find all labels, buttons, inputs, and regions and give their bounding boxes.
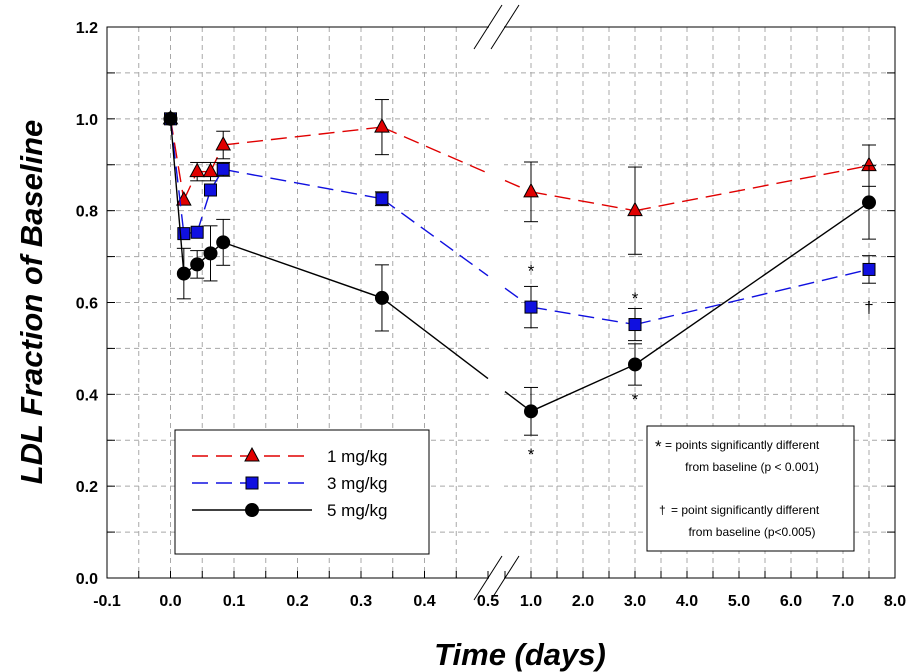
series-line	[530, 306, 636, 326]
data-point	[176, 266, 191, 281]
series-line	[530, 191, 636, 212]
legend-label: 1 mg/kg	[327, 447, 387, 466]
x-tick-label: 7.0	[832, 593, 854, 610]
series-line	[634, 164, 870, 212]
data-point	[216, 235, 231, 250]
data-point	[523, 182, 539, 198]
y-tick-label: 0.6	[76, 296, 98, 313]
series-line	[504, 179, 532, 193]
series-line	[530, 363, 636, 412]
x-tick-label: 0.1	[223, 593, 245, 610]
series-3	[163, 111, 876, 436]
series-line	[381, 126, 489, 174]
legend: 1 mg/kg 3 mg/kg 5 mg/kg	[174, 429, 430, 555]
legend-marker	[245, 476, 259, 490]
y-tick-label: 0.8	[76, 204, 98, 221]
series-line	[196, 189, 212, 233]
series-line	[169, 118, 185, 274]
data-point	[202, 162, 219, 178]
axes: 0.0 0.2 0.4 0.6 0.8 1.0 1.2 -0.1 0.0 0.1 0.2 0.3 0.4…	[76, 4, 906, 610]
legend-marker	[245, 503, 259, 517]
x-tick-label: 0.0	[159, 593, 181, 610]
annotations: * * * * †	[528, 261, 874, 464]
series-line	[634, 268, 870, 326]
data-point	[627, 201, 643, 217]
legend-label: 5 mg/kg	[327, 501, 387, 520]
series-line	[381, 297, 489, 380]
break-slash-top	[490, 4, 520, 50]
x-tick-label: 6.0	[780, 593, 802, 610]
data-point	[374, 290, 389, 305]
data-point	[862, 195, 876, 210]
break-gap-bottom	[489, 574, 504, 582]
x-tick-label: 5.0	[728, 593, 750, 610]
x-tick-label: 0.3	[350, 593, 372, 610]
legend-label: 3 mg/kg	[327, 474, 387, 493]
x-tick-label: 3.0	[624, 593, 646, 610]
data-point	[215, 135, 232, 151]
break-gap	[489, 27, 504, 578]
data-point	[374, 118, 390, 133]
series-line	[223, 126, 383, 146]
break-slash-bottom	[473, 555, 503, 601]
significance-mark: *	[632, 289, 639, 308]
y-tick-label: 0.4	[76, 387, 98, 404]
significance-mark: *	[528, 261, 535, 280]
break-gap-top	[489, 23, 504, 31]
x-tick-label: 0.4	[413, 593, 435, 610]
x-tick-label: 4.0	[676, 593, 698, 610]
data-point	[524, 300, 538, 314]
x-tick-label: 0.2	[286, 593, 308, 610]
data-point	[375, 192, 389, 206]
x-axis-title: Time (days)	[434, 637, 606, 672]
series-line	[222, 241, 383, 299]
legend-marker	[244, 446, 260, 462]
data-point	[862, 262, 876, 276]
x-tick-label: 8.0	[884, 593, 906, 610]
series-line	[634, 201, 870, 366]
significance-mark: *	[528, 445, 535, 464]
significance-mark: †	[864, 298, 873, 317]
series-1	[162, 99, 877, 255]
data-point	[189, 162, 206, 178]
data-point	[524, 404, 538, 419]
data-point	[628, 357, 642, 372]
y-axis-title: LDL Fraction of Baseline	[14, 120, 49, 485]
legend-box	[174, 429, 430, 555]
note-dagger-symbol: †	[659, 503, 666, 517]
data-point	[190, 225, 204, 239]
significance-note: * = points significantly different from …	[646, 425, 855, 552]
break-slash-top	[473, 4, 503, 50]
significance-mark: *	[632, 390, 639, 409]
note-dagger-line1: = point significantly different	[671, 503, 820, 517]
series-line	[169, 118, 185, 234]
y-tick-label: 1.0	[76, 112, 98, 129]
y-tick-label: 1.2	[76, 20, 98, 37]
series-line	[223, 168, 383, 200]
data-point	[190, 257, 205, 272]
data-point	[203, 246, 218, 261]
data-point	[204, 183, 218, 197]
y-tick-label: 0.0	[76, 571, 98, 588]
series-2	[164, 112, 876, 342]
note-star-symbol: *	[655, 437, 662, 456]
x-tick-label: 1.0	[520, 593, 542, 610]
note-box	[646, 425, 855, 552]
note-star-line1: = points significantly different	[665, 438, 820, 452]
data-point	[628, 318, 642, 332]
note-star-line2: from baseline (p < 0.001)	[685, 460, 819, 474]
data-point	[163, 111, 178, 126]
series-line	[381, 198, 489, 277]
note-dagger-line2: from baseline (p<0.005)	[688, 525, 815, 539]
y-tick-label: 0.2	[76, 479, 98, 496]
x-tick-label: 2.0	[572, 593, 594, 610]
data-point	[216, 162, 230, 176]
break-slash-bottom	[490, 555, 520, 601]
x-tick-label: 0.5	[477, 593, 499, 610]
x-tick-label: -0.1	[93, 593, 121, 610]
series-layer	[162, 99, 877, 436]
